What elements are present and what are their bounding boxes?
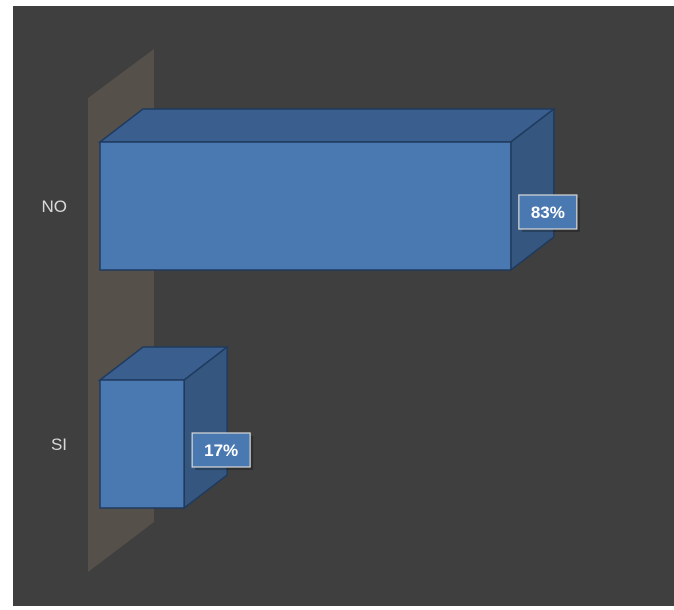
bars-layer <box>97 107 557 510</box>
bar-front-face <box>99 141 512 271</box>
labels-layer: NO 83% SI 17% <box>42 194 580 470</box>
bar-front-face <box>99 379 185 509</box>
bar-si <box>97 345 230 510</box>
data-label-box <box>191 432 251 468</box>
data-label: 17% <box>191 432 254 470</box>
bar-chart: NO 83% SI 17% <box>42 49 580 572</box>
category-label: SI <box>51 435 67 454</box>
bar-no <box>97 107 557 272</box>
data-label-text: 17% <box>204 441 238 460</box>
data-label-box <box>518 194 578 230</box>
bar-top-face <box>97 108 557 143</box>
data-label-text: 83% <box>531 203 565 222</box>
data-label: 83% <box>518 194 580 232</box>
chart-area: NO 83% SI 17% <box>13 6 674 606</box>
category-label: NO <box>42 197 68 216</box>
